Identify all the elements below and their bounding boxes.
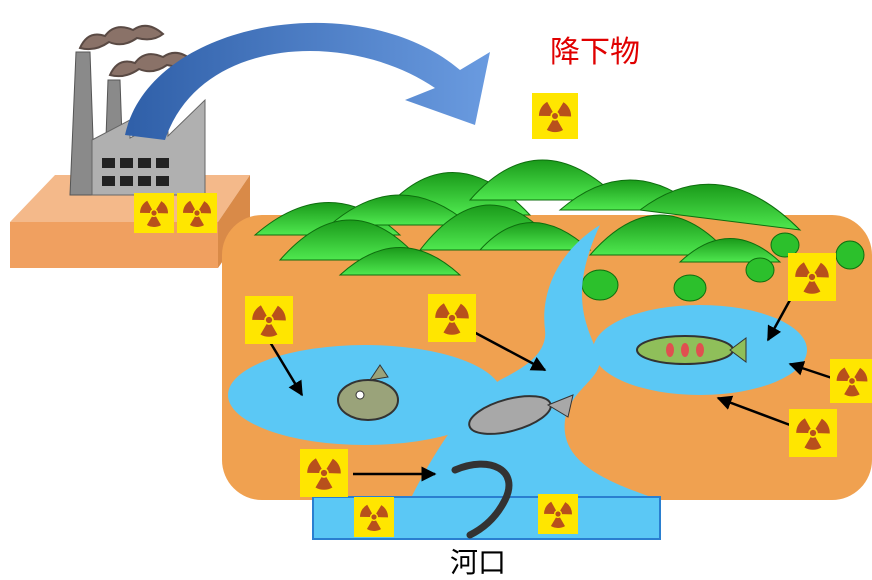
- factory: [69, 51, 206, 196]
- fallout-label: 降下物: [550, 35, 640, 70]
- estuary-label: 河口: [450, 546, 506, 579]
- trout: [636, 335, 747, 365]
- eel: [451, 460, 513, 539]
- trees: [581, 232, 865, 302]
- hills: [253, 159, 802, 276]
- smoke: [78, 24, 195, 78]
- fallout-arrow: [125, 22, 490, 140]
- carp: [468, 394, 574, 435]
- catfish: [337, 364, 399, 421]
